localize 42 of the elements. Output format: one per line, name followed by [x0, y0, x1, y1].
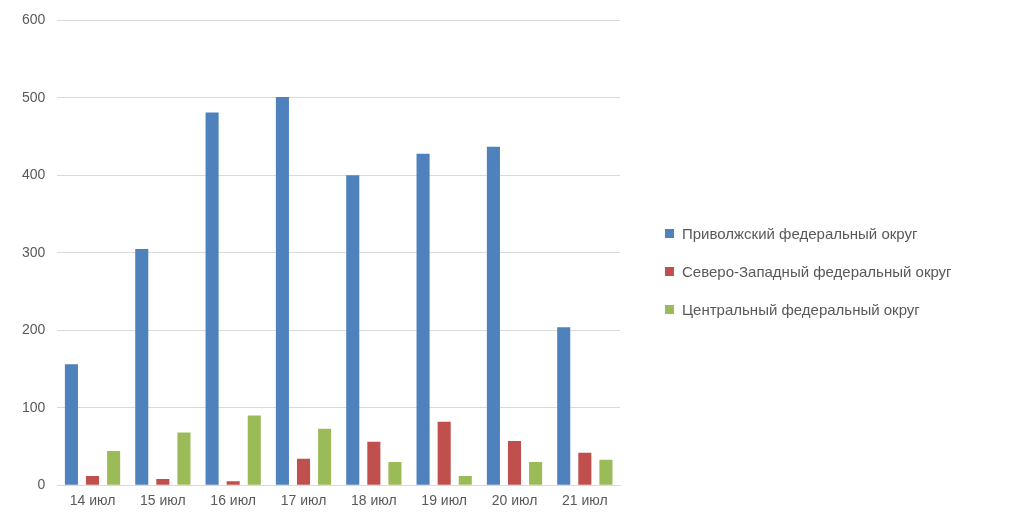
x-tick-label: 18 июл — [351, 492, 397, 509]
y-tick-label: 600 — [22, 11, 46, 28]
x-tick-label: 14 июл — [69, 492, 116, 509]
bar — [486, 146, 500, 485]
bar — [85, 475, 100, 485]
x-tick-label: 15 июл — [140, 492, 186, 509]
bar — [578, 452, 592, 485]
bar — [64, 364, 78, 485]
bar — [135, 248, 149, 485]
bar — [557, 327, 571, 485]
bar — [388, 461, 402, 485]
x-tick-label: 20 июл — [491, 492, 538, 509]
bar — [177, 432, 191, 485]
bar — [107, 451, 121, 485]
legend-label: Центральный федеральный округ — [682, 300, 920, 318]
legend-label: Приволжский федеральный округ — [682, 224, 918, 242]
bar — [226, 481, 240, 485]
x-tick-label: 19 июл — [421, 492, 467, 509]
y-tick-label: 500 — [22, 88, 46, 105]
bar — [458, 475, 472, 485]
bar — [599, 459, 613, 485]
bar — [346, 175, 360, 485]
x-tick-label: 21 июл — [562, 492, 608, 509]
y-tick-label: 100 — [22, 398, 46, 415]
bar — [275, 97, 289, 485]
y-tick-label: 200 — [22, 321, 46, 338]
bar — [437, 421, 451, 485]
bar — [416, 153, 430, 485]
bar — [367, 441, 381, 485]
bar — [247, 415, 261, 485]
x-tick-label: 17 июл — [280, 492, 327, 509]
bar — [296, 458, 311, 485]
bar — [507, 441, 522, 485]
bar — [529, 461, 543, 485]
y-tick-label: 400 — [22, 166, 46, 183]
x-tick-label: 16 июл — [210, 492, 257, 509]
bar — [205, 112, 219, 485]
legend-label: Северо-Западный федеральный округ — [682, 262, 952, 280]
y-tick-label: 300 — [22, 243, 46, 260]
bar — [318, 428, 332, 485]
y-tick-label: 0 — [37, 476, 46, 493]
bar — [156, 479, 170, 485]
